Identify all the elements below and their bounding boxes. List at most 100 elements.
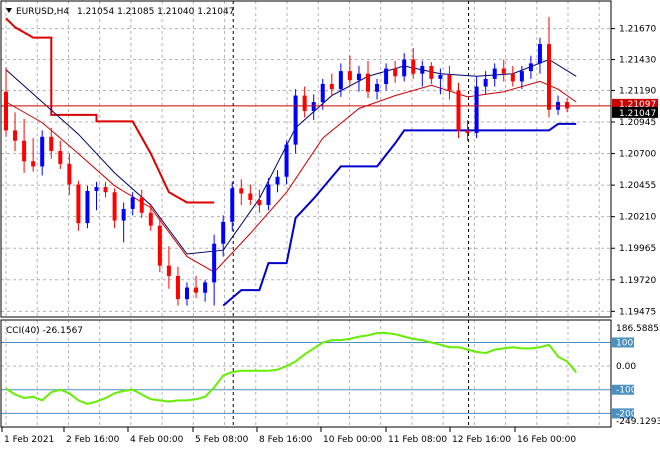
- price-tick-label: 1.20945: [619, 118, 656, 128]
- cci-level-box: [612, 337, 634, 348]
- candle: [239, 179, 244, 206]
- candle-body: [347, 71, 352, 81]
- candle-body: [266, 184, 271, 206]
- price-tick-label: 1.19475: [619, 307, 656, 317]
- candle: [166, 246, 171, 289]
- cci-tick-label: 0.00: [616, 362, 636, 372]
- candle-body: [248, 193, 253, 200]
- cci-pane-border: [0, 319, 612, 428]
- cci-axis: 186.5885 100 0.00 -100 -200-249.1293: [612, 324, 660, 427]
- candle-body: [130, 197, 135, 209]
- candle-body: [366, 73, 370, 92]
- candle: [230, 181, 235, 231]
- price-tick-label: 1.20700: [619, 150, 656, 160]
- candle: [103, 181, 108, 198]
- candle-body: [112, 192, 117, 221]
- candle-body: [284, 144, 289, 177]
- candle-body: [157, 225, 162, 266]
- resistance-stepline: [5, 17, 215, 204]
- candle: [338, 63, 343, 97]
- candle-body: [67, 163, 72, 185]
- candle: [85, 185, 90, 229]
- candle: [40, 130, 45, 176]
- candle: [284, 140, 289, 185]
- cci-level-box: [612, 384, 634, 395]
- candle-body: [384, 68, 389, 84]
- time-tick-label: 12 Feb 16:00: [452, 435, 511, 445]
- candle-body: [85, 190, 90, 224]
- candle: [465, 120, 470, 141]
- overlap-price-label: 1.21097: [619, 100, 656, 110]
- candle-body: [175, 275, 180, 300]
- candle: [112, 188, 117, 229]
- candle-body: [456, 90, 461, 131]
- candle: [22, 118, 27, 173]
- candle-body: [103, 187, 108, 193]
- candle-body: [221, 221, 226, 244]
- candle: [148, 203, 153, 231]
- candle-body: [528, 63, 533, 72]
- candle-body: [166, 265, 171, 276]
- candle: [194, 275, 199, 298]
- candle-body: [230, 188, 235, 222]
- candle-body: [194, 287, 199, 293]
- cci-level-box: [612, 408, 634, 419]
- candle: [510, 65, 515, 87]
- candle-body: [402, 59, 407, 77]
- candle: [266, 178, 271, 211]
- price-tick-label: 1.20455: [619, 181, 656, 191]
- candle: [320, 78, 325, 110]
- cci-tick-label: -100: [616, 386, 637, 396]
- candle: [302, 86, 307, 118]
- price-tick-label: 1.21190: [619, 86, 656, 96]
- candle-body: [565, 102, 570, 109]
- candle-body: [537, 44, 542, 64]
- candle: [58, 140, 63, 170]
- candle-body: [375, 84, 380, 92]
- candle: [293, 89, 298, 154]
- cci-indicator-plot[interactable]: [1, 332, 611, 414]
- price-tick-label: 1.20210: [619, 213, 656, 223]
- candle-body: [139, 197, 144, 213]
- candle-body: [492, 68, 497, 79]
- candle: [519, 65, 524, 90]
- candle: [547, 17, 551, 118]
- candle-body: [338, 71, 343, 90]
- candle-body: [58, 150, 63, 164]
- price-tick-label: 1.19720: [619, 276, 656, 286]
- price-tick-label: 1.21430: [619, 56, 656, 66]
- candle-body: [547, 44, 551, 110]
- candle: [257, 189, 262, 213]
- candle-body: [148, 212, 153, 226]
- candle-body: [239, 188, 244, 194]
- current-price-box: [612, 106, 658, 118]
- main-pane-border: [0, 0, 612, 318]
- current-price-label: 1.21047: [619, 109, 656, 119]
- symbol-dropdown-icon[interactable]: [6, 8, 12, 13]
- candle-body: [49, 136, 54, 151]
- support-stepline: [222, 122, 577, 307]
- candle: [356, 65, 361, 92]
- candle: [420, 60, 425, 87]
- time-tick-label: 8 Feb 16:00: [259, 435, 313, 445]
- main-price-plot[interactable]: [1, 17, 611, 307]
- candle: [537, 37, 542, 74]
- overlap-price-box: [612, 98, 658, 109]
- candle: [248, 184, 253, 206]
- candle-body: [31, 161, 36, 167]
- candle: [411, 47, 416, 79]
- candle-body: [13, 130, 18, 141]
- cci-tick-label: 186.5885: [616, 324, 659, 334]
- candle-body: [76, 184, 81, 224]
- candle-body: [429, 65, 434, 79]
- candle: [130, 192, 135, 216]
- candle: [121, 202, 126, 243]
- candle-body: [447, 74, 452, 91]
- candle-body: [393, 68, 398, 77]
- candle-body: [94, 187, 99, 191]
- candle: [501, 59, 506, 82]
- symbol-timeframe: EURUSD,H4: [16, 7, 69, 17]
- time-axis: 1 Feb 2021 2 Feb 16:00 4 Feb 00:00 5 Feb 08…: [1, 427, 576, 445]
